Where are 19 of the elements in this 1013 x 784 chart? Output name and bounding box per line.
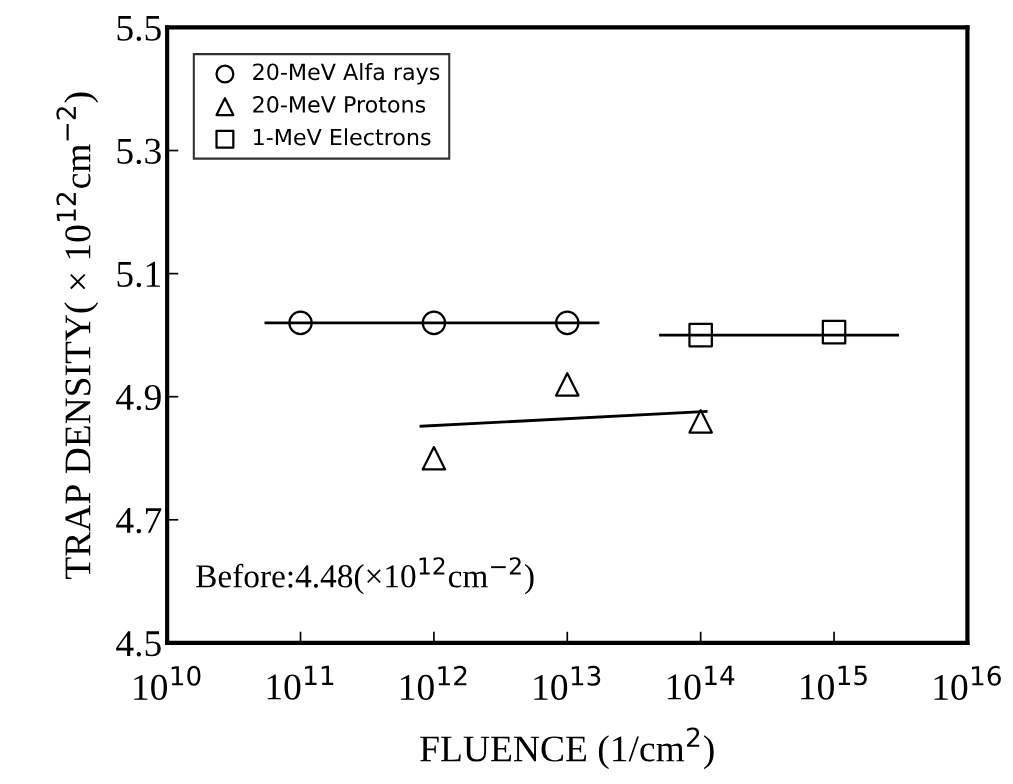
y-tick-label: 5.5: [117, 15, 161, 41]
x-tick-label: 10$^{11}$: [267, 665, 334, 700]
y-tick-label: 5.1: [117, 261, 161, 288]
legend-label: 20-MeV Alfa rays: [253, 63, 440, 85]
legend-label: 1-MeV Electrons: [254, 128, 431, 146]
y-tick-label: 4.9: [116, 384, 161, 411]
x-tick-label: 10$^{15}$: [801, 665, 867, 700]
y-axis-title: TRAP DENSITY( × 10$^{12}$cm$^{−2}$): [56, 92, 99, 579]
x-tick-label: 10$^{14}$: [667, 665, 735, 700]
x-tick-label: 10$^{16}$: [934, 665, 1001, 701]
y-tick-label: 4.7: [116, 508, 162, 534]
x-tick-label: 10$^{13}$: [534, 665, 601, 701]
x-tick-label: 10$^{12}$: [401, 665, 467, 701]
legend-label: 20-MeV Protons: [253, 96, 426, 113]
y-tick-label: 4.5: [116, 631, 161, 657]
y-tick-label: 5.3: [117, 138, 161, 165]
annotation: Before:4.48(×10$^{12}$cm$^{−2}$): [196, 557, 534, 595]
x-axis-title: FLUENCE (1/cm$^{2}$): [420, 727, 714, 770]
x-tick-label: 10$^{10}$: [134, 665, 201, 701]
